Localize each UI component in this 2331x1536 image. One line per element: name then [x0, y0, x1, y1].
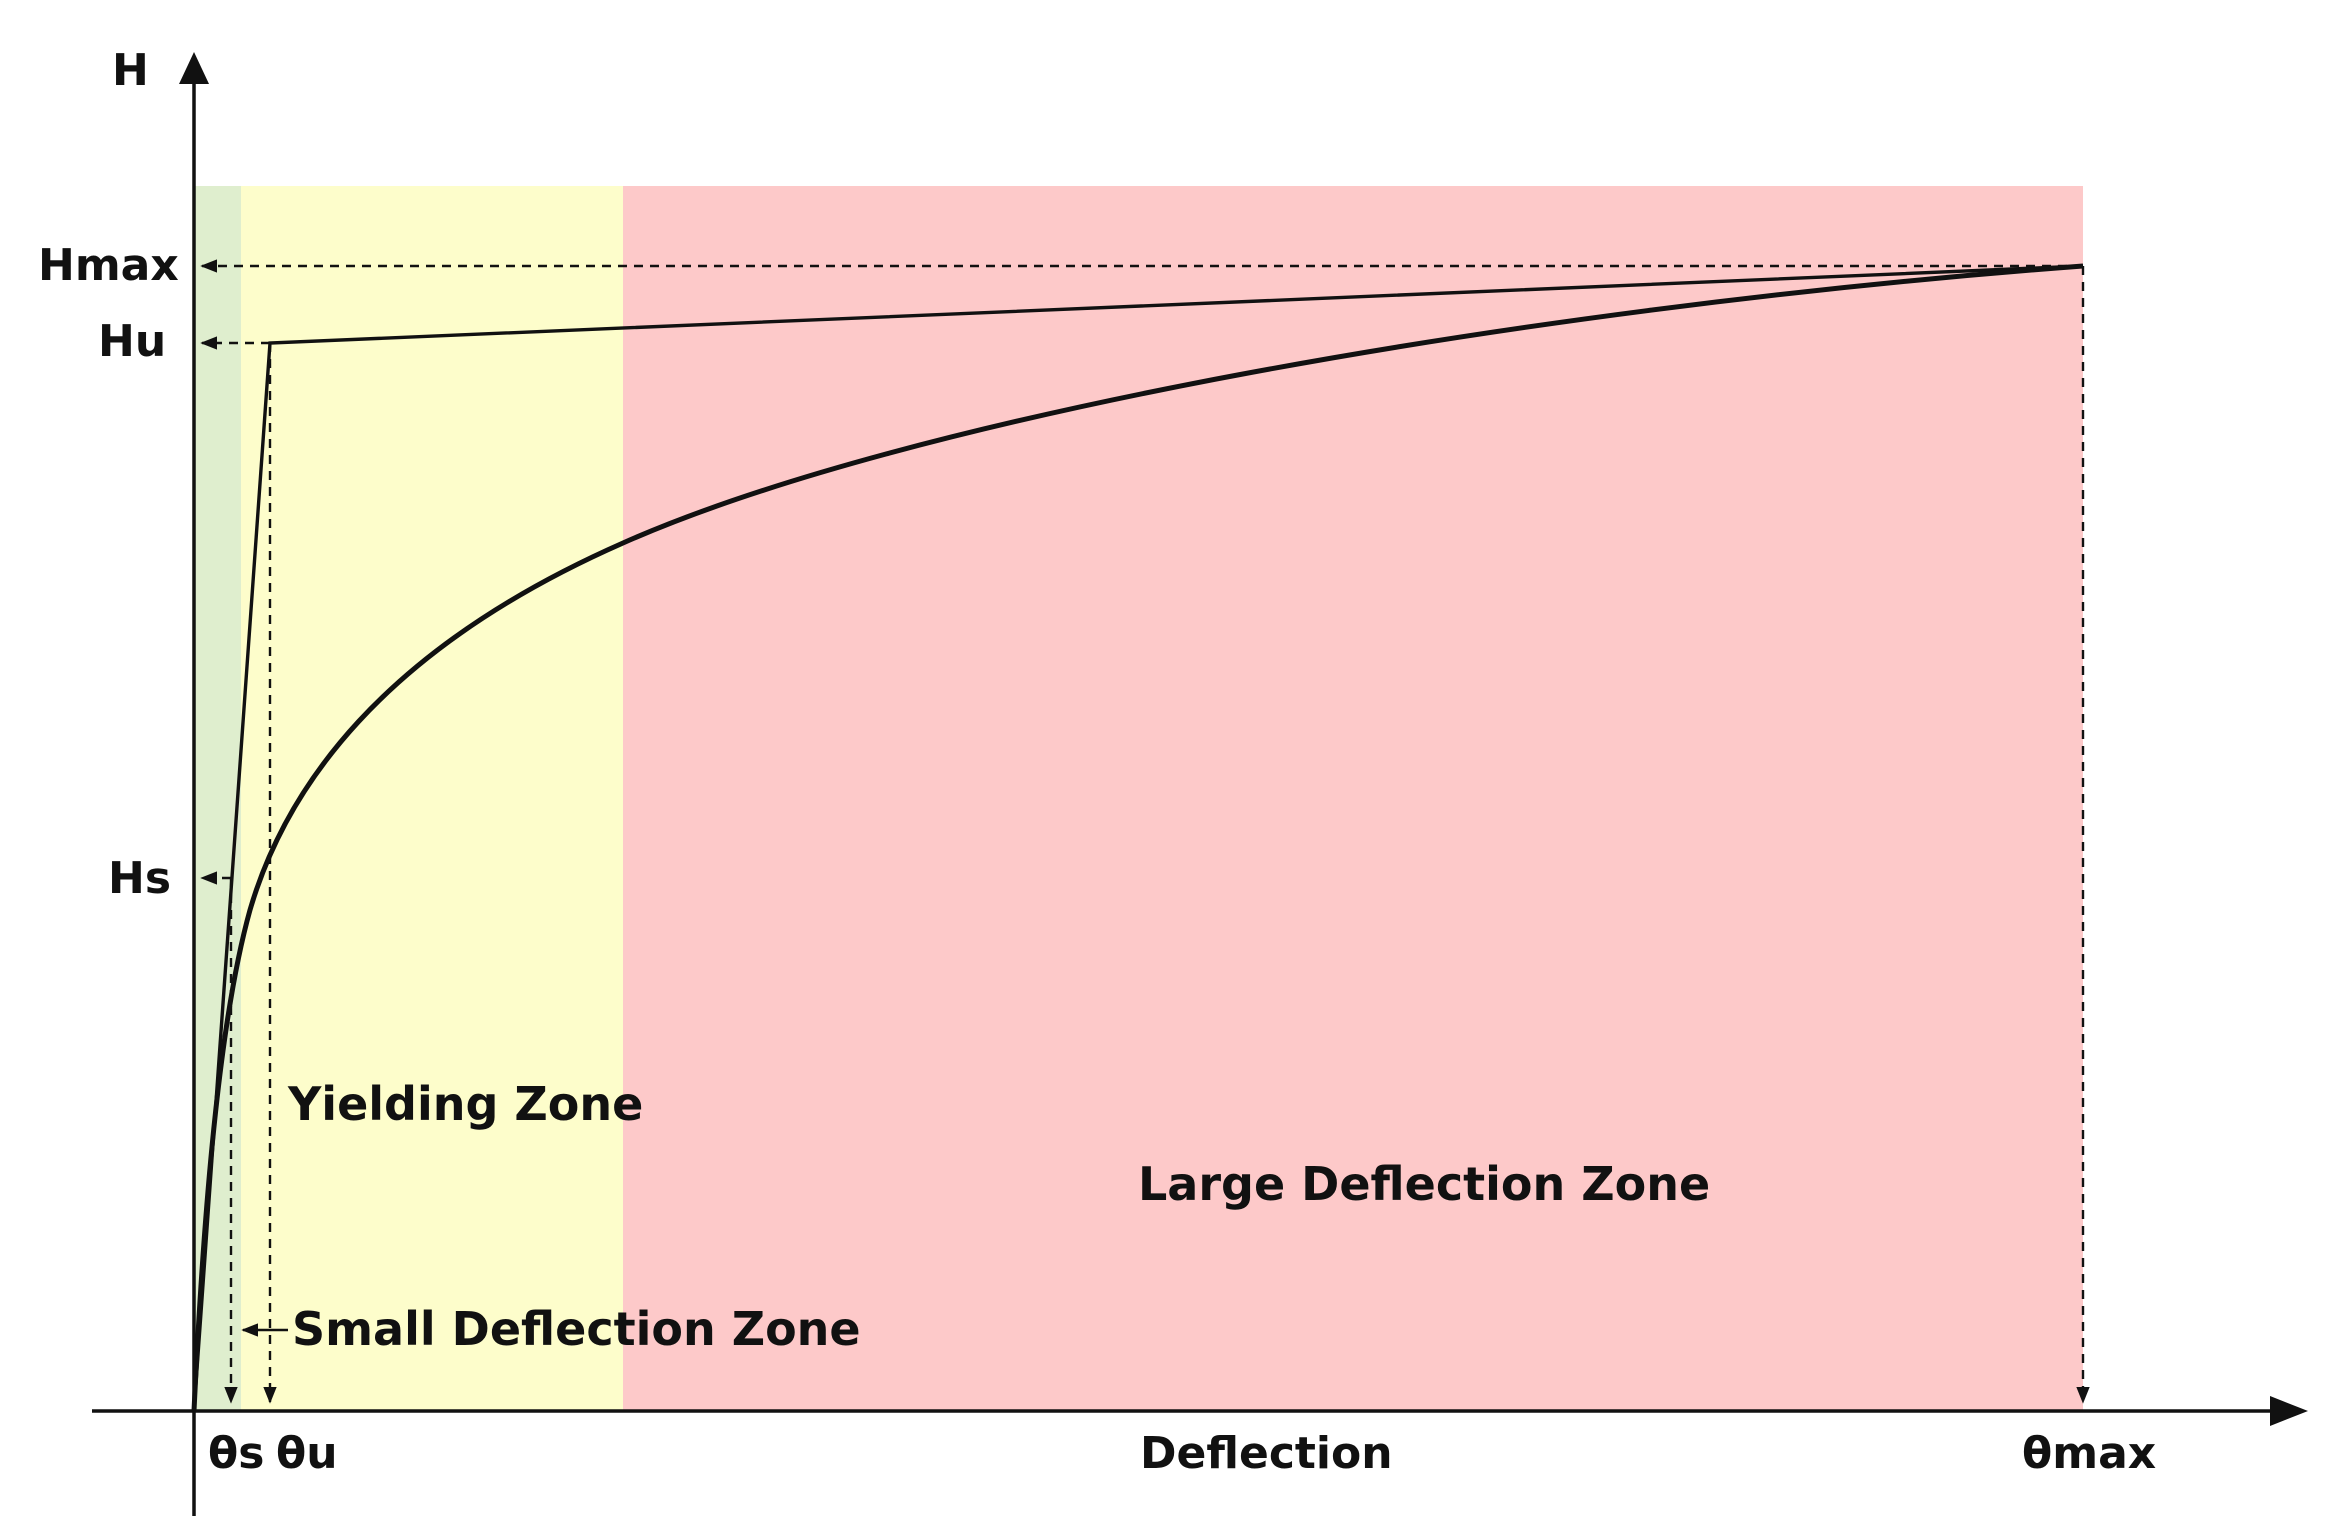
small-deflection-zone-band: [194, 186, 241, 1411]
theta-max-label: θmax: [2022, 1428, 2156, 1479]
actual-response-curve: [191, 263, 2084, 1412]
yielding-zone-label: Yielding Zone: [287, 1077, 643, 1131]
hmax-label: Hmax: [38, 240, 179, 291]
idealized-response-line: [192, 264, 2084, 1412]
y-axis-label: H: [112, 45, 149, 96]
x-axis-arrowhead: [2270, 1396, 2308, 1426]
large-deflection-zone-label: Large Deflection Zone: [1138, 1157, 1710, 1211]
theta-u-label: θu: [276, 1428, 338, 1479]
y-axis-arrowhead: [179, 52, 209, 84]
x-axis-label: Deflection: [1140, 1428, 1393, 1479]
guide-lines: [200, 259, 2090, 1404]
theta-s-label: θs: [208, 1428, 264, 1479]
hu-label: Hu: [98, 316, 166, 367]
yielding-zone-band: [241, 186, 623, 1411]
hs-label: Hs: [108, 853, 171, 904]
small-deflection-zone-label: Small Deflection Zone: [292, 1302, 861, 1356]
large-deflection-zone-band: [623, 186, 2083, 1411]
